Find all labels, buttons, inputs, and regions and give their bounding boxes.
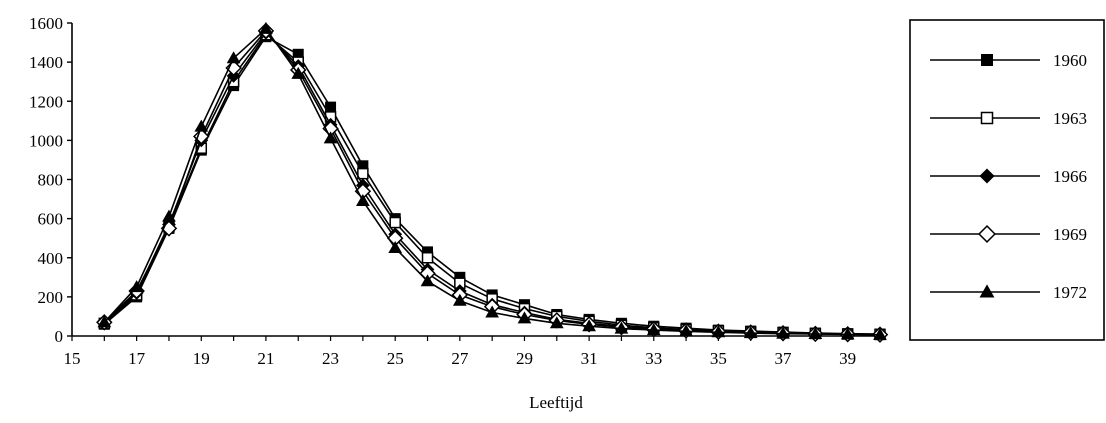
legend: 1960 1963 1966 1969 1972 xyxy=(909,19,1105,341)
x-tick-label: 23 xyxy=(322,349,339,368)
series-1972 xyxy=(97,21,887,340)
y-tick-label: 0 xyxy=(55,327,64,346)
y-tick-label: 1400 xyxy=(29,53,63,72)
data-point-1972 xyxy=(549,316,564,329)
x-tick-label: 19 xyxy=(193,349,210,368)
legend-label: 1960 xyxy=(1053,51,1087,70)
x-axis-title: Leeftijd xyxy=(529,393,583,412)
legend-item-1972: 1972 xyxy=(930,283,1087,302)
data-point-1972 xyxy=(743,326,758,339)
x-tick-label: 39 xyxy=(839,349,856,368)
data-point-1972 xyxy=(388,240,403,253)
y-tick-label: 400 xyxy=(38,249,64,268)
data-point-1972 xyxy=(452,293,467,306)
legend-marker-1963 xyxy=(980,111,994,125)
data-point-1972 xyxy=(226,51,241,64)
legend-item-1963: 1963 xyxy=(930,109,1087,128)
data-point-1972 xyxy=(711,325,726,338)
legend-box xyxy=(909,19,1105,341)
legend-item-1966: 1966 xyxy=(930,167,1087,186)
data-point-1972 xyxy=(97,315,112,328)
data-point-1972 xyxy=(356,194,370,207)
y-tick-label: 600 xyxy=(38,210,64,229)
x-tick-label: 35 xyxy=(710,349,727,368)
data-point-1972 xyxy=(323,131,338,144)
data-point-1963 xyxy=(421,252,434,264)
y-tick-label: 800 xyxy=(38,171,64,190)
legend-label: 1969 xyxy=(1053,225,1087,244)
y-tick-label: 1600 xyxy=(29,14,63,33)
data-point-1972 xyxy=(194,119,209,132)
y-tick-label: 1000 xyxy=(29,131,63,150)
data-point-1972 xyxy=(129,280,144,293)
series-1960 xyxy=(98,31,886,340)
y-tick-label: 1200 xyxy=(29,92,63,111)
x-tick-label: 29 xyxy=(516,349,533,368)
x-tick-label: 25 xyxy=(387,349,404,368)
x-tick-label: 15 xyxy=(64,349,81,368)
data-point-1972 xyxy=(873,327,887,340)
x-tick-label: 37 xyxy=(775,349,793,368)
x-tick-label: 17 xyxy=(128,349,146,368)
x-tick-label: 33 xyxy=(645,349,662,368)
series-line-1969 xyxy=(103,29,881,336)
data-point-1972 xyxy=(162,209,176,222)
x-axis-tick-labels: 15 17 19 21 23 25 27 29 31 33 35 37 39 xyxy=(64,349,857,368)
legend-marker-1966 xyxy=(979,168,995,184)
series-line-1960 xyxy=(103,35,881,335)
data-point-1972 xyxy=(582,319,596,332)
y-tick-label: 200 xyxy=(38,288,64,307)
series-line-1972 xyxy=(103,27,881,336)
data-point-1972 xyxy=(840,327,855,340)
x-tick-label: 21 xyxy=(257,349,274,368)
legend-item-1969: 1969 xyxy=(930,225,1087,244)
data-point-1972 xyxy=(517,311,532,324)
legend-marker-1972 xyxy=(979,284,995,298)
y-axis-tick-labels: 0 200 400 600 800 1000 1200 1400 1600 xyxy=(29,14,63,346)
legend-label: 1966 xyxy=(1053,167,1087,186)
data-point-1972 xyxy=(259,21,273,34)
series-layer xyxy=(96,21,889,343)
data-point-1972 xyxy=(776,326,790,339)
legend-label: 1972 xyxy=(1053,283,1087,302)
data-point-1972 xyxy=(485,305,500,318)
data-point-1972 xyxy=(679,324,693,337)
x-tick-label: 27 xyxy=(451,349,469,368)
data-point-1972 xyxy=(420,274,435,287)
data-point-1972 xyxy=(614,321,629,334)
legend-marker-1960 xyxy=(981,54,993,66)
data-point-1963 xyxy=(389,216,401,229)
data-point-1969 xyxy=(193,128,210,145)
x-tick-label: 31 xyxy=(581,349,598,368)
data-point-1972 xyxy=(808,327,823,340)
legend-marker-1969 xyxy=(978,225,996,243)
series-line-1966 xyxy=(103,31,881,336)
data-point-1972 xyxy=(646,323,661,336)
legend-item-1960: 1960 xyxy=(930,51,1087,70)
data-point-1972 xyxy=(291,66,306,79)
legend-label: 1963 xyxy=(1053,109,1087,128)
